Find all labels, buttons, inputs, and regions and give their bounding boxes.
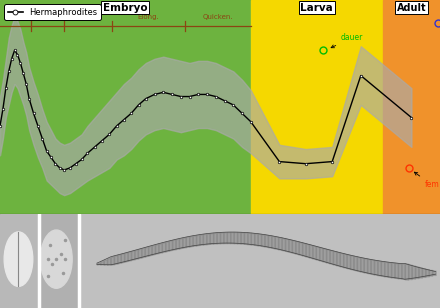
Text: Adult: Adult — [396, 2, 426, 13]
Bar — [0, 214, 37, 308]
Text: min post first cleavage (mpfc): min post first cleavage (mpfc) — [62, 241, 189, 250]
Text: dauer: dauer — [331, 33, 363, 48]
Ellipse shape — [40, 230, 72, 288]
Text: fem: fem — [414, 172, 440, 189]
Text: Morph.: Morph. — [76, 14, 100, 20]
Text: Prolif.: Prolif. — [6, 14, 25, 20]
Text: Quicken.: Quicken. — [202, 14, 233, 20]
Bar — [0, 0, 251, 214]
Ellipse shape — [4, 232, 33, 286]
Bar — [251, 0, 383, 214]
Text: Embryo: Embryo — [103, 2, 148, 13]
Text: Larva: Larva — [301, 2, 333, 13]
Bar — [383, 0, 440, 214]
Legend: Hermaphrodites: Hermaphrodites — [4, 4, 101, 20]
Text: Elong.: Elong. — [138, 14, 159, 20]
Bar — [81, 214, 440, 308]
Text: Gastr.: Gastr. — [37, 14, 58, 20]
Bar — [40, 214, 79, 308]
